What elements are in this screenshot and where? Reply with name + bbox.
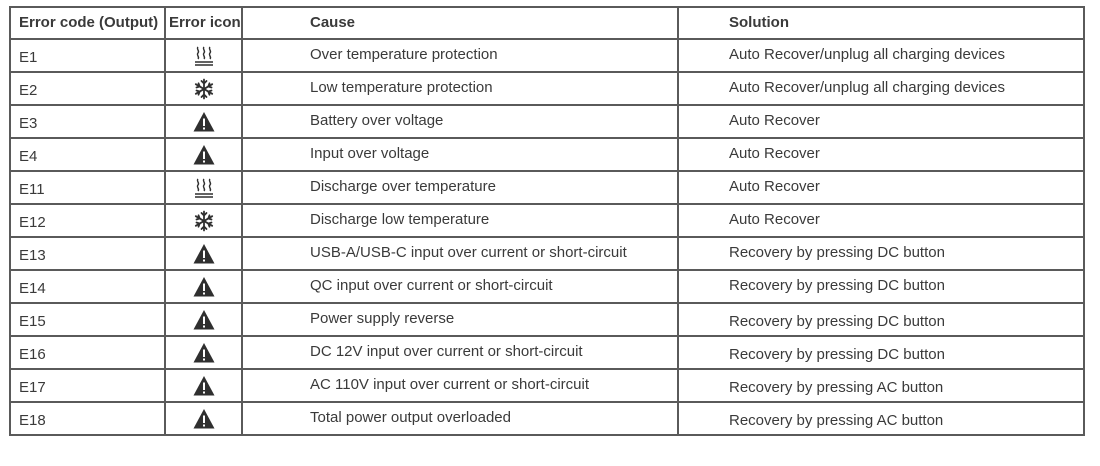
table-row: E2 Low temperature protection Auto Recover… (9, 71, 1085, 106)
table-row: E4 Input over voltage Auto Recover (9, 137, 1085, 172)
table-row: E15 Power supply reverse Recovery by press… (9, 302, 1085, 337)
warning-icon (193, 375, 215, 397)
header-error-code: Error code (Output) (9, 6, 166, 40)
solution-cell: Recovery by pressing DC button (677, 335, 1085, 370)
cause-cell: Total power output overloaded (241, 401, 679, 436)
heat-icon (193, 177, 215, 199)
table-row: E17 AC 110V input over current or short-c… (9, 368, 1085, 403)
solution-cell: Auto Recover/unplug all charging devices (677, 71, 1085, 106)
cause-cell: Over temperature protection (241, 38, 679, 73)
solution-cell: Recovery by pressing AC button (677, 368, 1085, 403)
error-code-cell: E14 (9, 269, 166, 304)
cause-cell: Discharge low temperature (241, 203, 679, 238)
warning-icon (193, 408, 215, 430)
table-header-row: Error code (Output) Error icon Cause Sol… (9, 6, 1085, 40)
table-row: E11 Discharge over temperature Auto Recove… (9, 170, 1085, 205)
error-code-cell: E16 (9, 335, 166, 370)
error-icon-cell (164, 38, 243, 73)
error-icon-cell (164, 269, 243, 304)
error-icon-cell (164, 368, 243, 403)
table-row: E1 Over temperature protection Auto Recove… (9, 38, 1085, 73)
warning-icon (193, 111, 215, 133)
snowflake-icon (193, 78, 215, 100)
cause-cell: DC 12V input over current or short-circu… (241, 335, 679, 370)
table-row: E16 DC 12V input over current or short-ci… (9, 335, 1085, 370)
snowflake-icon (193, 210, 215, 232)
cause-cell: Discharge over temperature (241, 170, 679, 205)
error-code-cell: E12 (9, 203, 166, 238)
solution-cell: Auto Recover (677, 170, 1085, 205)
table-row: E12 Discharge low temperature Auto Recover (9, 203, 1085, 238)
solution-cell: Auto Recover (677, 104, 1085, 139)
warning-icon (193, 342, 215, 364)
header-cause: Cause (241, 6, 679, 40)
error-icon-cell (164, 401, 243, 436)
heat-icon (193, 45, 215, 67)
warning-icon (193, 144, 215, 166)
cause-cell: Battery over voltage (241, 104, 679, 139)
table-row: E14 QC input over current or short-circui… (9, 269, 1085, 304)
solution-cell: Recovery by pressing DC button (677, 269, 1085, 304)
solution-cell: Recovery by pressing DC button (677, 236, 1085, 271)
header-solution: Solution (677, 6, 1085, 40)
error-code-cell: E2 (9, 71, 166, 106)
solution-cell: Recovery by pressing AC button (677, 401, 1085, 436)
error-icon-cell (164, 137, 243, 172)
cause-cell: Low temperature protection (241, 71, 679, 106)
cause-cell: QC input over current or short-circuit (241, 269, 679, 304)
warning-icon (193, 309, 215, 331)
error-code-cell: E11 (9, 170, 166, 205)
warning-icon (193, 243, 215, 265)
error-icon-cell (164, 335, 243, 370)
solution-cell: Auto Recover/unplug all charging devices (677, 38, 1085, 73)
error-icon-cell (164, 302, 243, 337)
error-code-cell: E1 (9, 38, 166, 73)
solution-cell: Auto Recover (677, 203, 1085, 238)
table-row: E13 USB-A/USB-C input over current or sho… (9, 236, 1085, 271)
warning-icon (193, 276, 215, 298)
cause-cell: Input over voltage (241, 137, 679, 172)
cause-cell: Power supply reverse (241, 302, 679, 337)
error-icon-cell (164, 170, 243, 205)
solution-cell: Auto Recover (677, 137, 1085, 172)
table-body: E1 Over temperature protection Auto Recove… (9, 38, 1085, 436)
error-code-cell: E18 (9, 401, 166, 436)
error-code-cell: E13 (9, 236, 166, 271)
error-code-cell: E15 (9, 302, 166, 337)
table-row: E3 Battery over voltage Auto Recover (9, 104, 1085, 139)
error-code-cell: E17 (9, 368, 166, 403)
header-error-icon: Error icon (164, 6, 243, 40)
error-code-table: Error code (Output) Error icon Cause Sol… (9, 6, 1085, 436)
solution-cell: Recovery by pressing DC button (677, 302, 1085, 337)
table-row: E18 Total power output overloaded Recovery… (9, 401, 1085, 436)
error-code-cell: E3 (9, 104, 166, 139)
error-icon-cell (164, 104, 243, 139)
cause-cell: AC 110V input over current or short-circ… (241, 368, 679, 403)
error-icon-cell (164, 236, 243, 271)
error-code-cell: E4 (9, 137, 166, 172)
cause-cell: USB-A/USB-C input over current or short-… (241, 236, 679, 271)
error-icon-cell (164, 203, 243, 238)
error-icon-cell (164, 71, 243, 106)
